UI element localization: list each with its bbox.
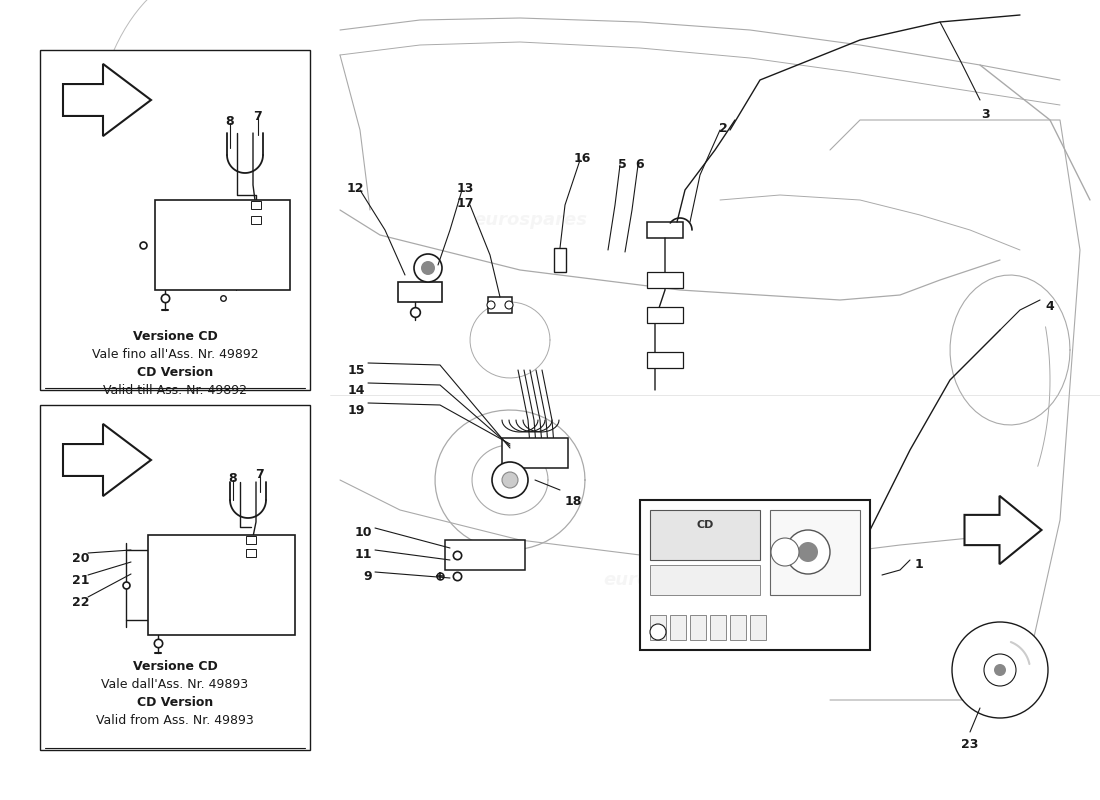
Text: CD Version: CD Version (136, 366, 213, 379)
Bar (251, 201, 262, 209)
Circle shape (786, 530, 830, 574)
Text: 19: 19 (348, 404, 365, 417)
Text: Valid till Ass. Nr. 49892: Valid till Ass. Nr. 49892 (103, 384, 248, 397)
Bar (502, 438, 568, 468)
Text: 4: 4 (1045, 300, 1054, 313)
Text: CD: CD (696, 520, 714, 530)
Bar (647, 272, 683, 288)
Text: Vale fino all'Ass. Nr. 49892: Vale fino all'Ass. Nr. 49892 (91, 348, 258, 361)
Bar (398, 282, 442, 302)
Bar (647, 352, 683, 368)
Text: 15: 15 (348, 364, 365, 377)
Text: 21: 21 (72, 574, 89, 587)
Polygon shape (63, 424, 151, 496)
Text: 18: 18 (565, 495, 582, 508)
Bar (647, 222, 683, 238)
Circle shape (487, 301, 495, 309)
Text: 13: 13 (456, 182, 474, 195)
Text: 1: 1 (915, 558, 924, 571)
Bar (251, 216, 262, 224)
Text: 22: 22 (72, 596, 89, 609)
Text: Versione CD: Versione CD (133, 660, 218, 673)
Text: 7: 7 (254, 110, 263, 123)
Text: eurospares: eurospares (143, 571, 257, 589)
Bar (647, 307, 683, 323)
Circle shape (414, 254, 442, 282)
Text: eurospares: eurospares (473, 211, 587, 229)
Text: 3: 3 (981, 108, 989, 121)
Text: 16: 16 (573, 152, 591, 165)
Circle shape (650, 624, 666, 640)
Text: 23: 23 (961, 738, 979, 751)
Circle shape (505, 301, 513, 309)
Bar (246, 549, 256, 557)
Circle shape (994, 664, 1006, 676)
Bar (730, 615, 746, 640)
Text: 9: 9 (363, 570, 372, 583)
Bar (40, 50, 310, 390)
Bar (770, 510, 860, 595)
Text: Valid from Ass. Nr. 49893: Valid from Ass. Nr. 49893 (96, 714, 254, 727)
Bar (670, 615, 686, 640)
Text: 6: 6 (636, 158, 645, 171)
Circle shape (502, 472, 518, 488)
Text: 20: 20 (72, 552, 89, 565)
Text: Vale dall'Ass. Nr. 49893: Vale dall'Ass. Nr. 49893 (101, 678, 249, 691)
Bar (710, 615, 726, 640)
Text: 5: 5 (617, 158, 626, 171)
Bar (246, 536, 256, 544)
Polygon shape (63, 64, 151, 136)
Bar (40, 405, 310, 750)
Bar (750, 615, 766, 640)
Text: 2: 2 (718, 122, 727, 135)
Bar (155, 200, 290, 290)
Text: eurospares: eurospares (603, 571, 717, 589)
Text: eurospares: eurospares (143, 211, 257, 229)
Bar (690, 615, 706, 640)
Text: CD Version: CD Version (136, 696, 213, 709)
Text: 12: 12 (346, 182, 364, 195)
Bar (446, 540, 525, 570)
Bar (488, 297, 512, 313)
Text: 10: 10 (354, 526, 372, 539)
Circle shape (798, 542, 818, 562)
Circle shape (421, 261, 434, 275)
Circle shape (771, 538, 799, 566)
Text: 8: 8 (226, 115, 234, 128)
Bar (640, 500, 870, 650)
Text: Versione CD: Versione CD (133, 330, 218, 343)
Bar (554, 248, 566, 272)
Circle shape (492, 462, 528, 498)
Text: 14: 14 (348, 384, 365, 397)
Text: 7: 7 (255, 468, 264, 481)
Text: 17: 17 (456, 197, 474, 210)
Bar (650, 510, 760, 560)
Polygon shape (965, 496, 1042, 564)
Text: 11: 11 (354, 548, 372, 561)
Circle shape (952, 622, 1048, 718)
Bar (650, 565, 760, 595)
Bar (148, 535, 295, 635)
Text: 8: 8 (229, 472, 238, 485)
Circle shape (984, 654, 1016, 686)
Bar (650, 615, 666, 640)
